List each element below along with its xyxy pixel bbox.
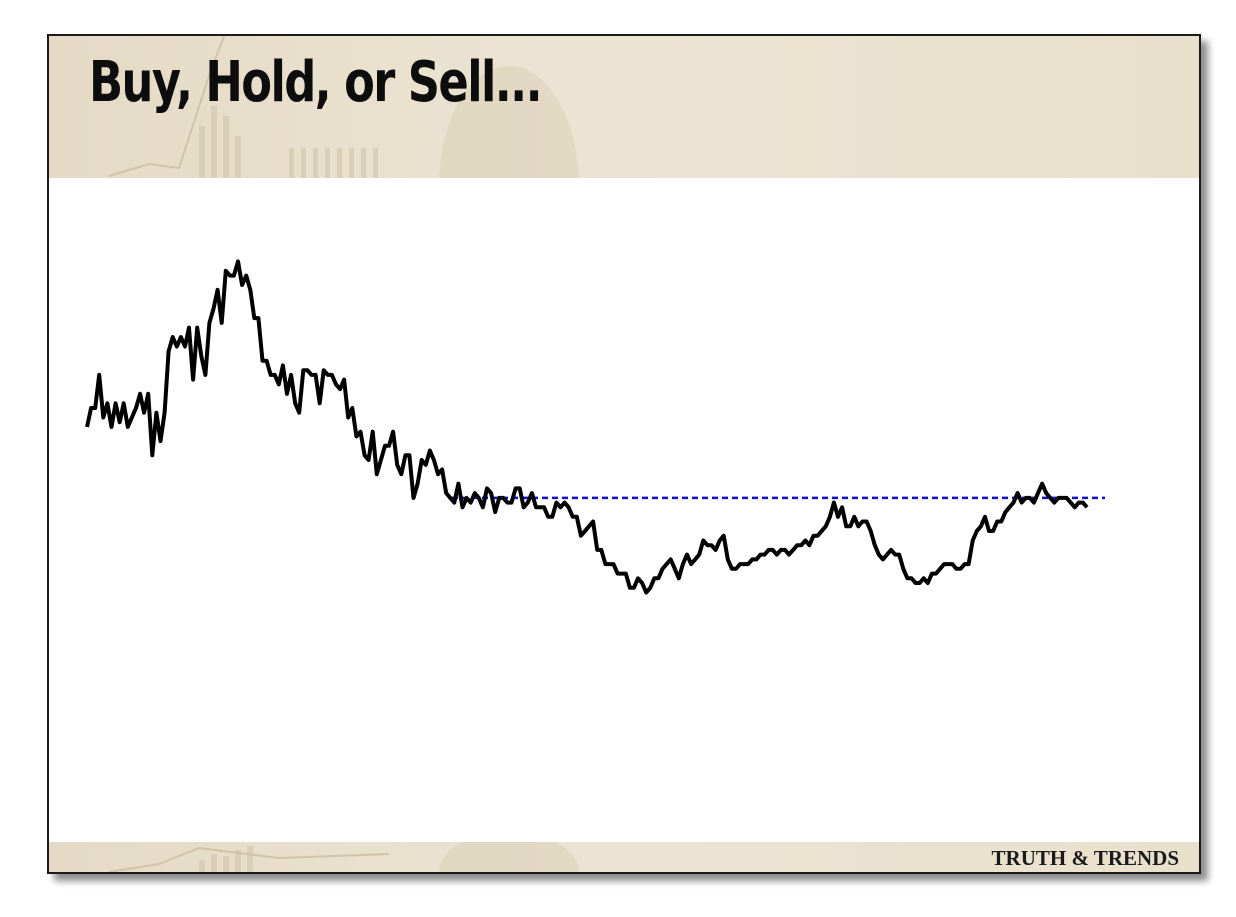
background-chart-decoration bbox=[108, 36, 579, 178]
footer-chart-decoration bbox=[108, 842, 579, 872]
price-series-line bbox=[85, 259, 1089, 595]
brand-logo-text: TRUTH & TRENDS bbox=[991, 846, 1179, 870]
header-banner: Buy, Hold, or Sell... bbox=[49, 36, 1199, 178]
price-chart bbox=[85, 259, 1105, 595]
slide: Buy, Hold, or Sell... TRUTH & TRENDS bbox=[47, 34, 1201, 874]
footer-banner: TRUTH & TRENDS bbox=[49, 842, 1199, 872]
page-title: Buy, Hold, or Sell... bbox=[89, 50, 543, 115]
